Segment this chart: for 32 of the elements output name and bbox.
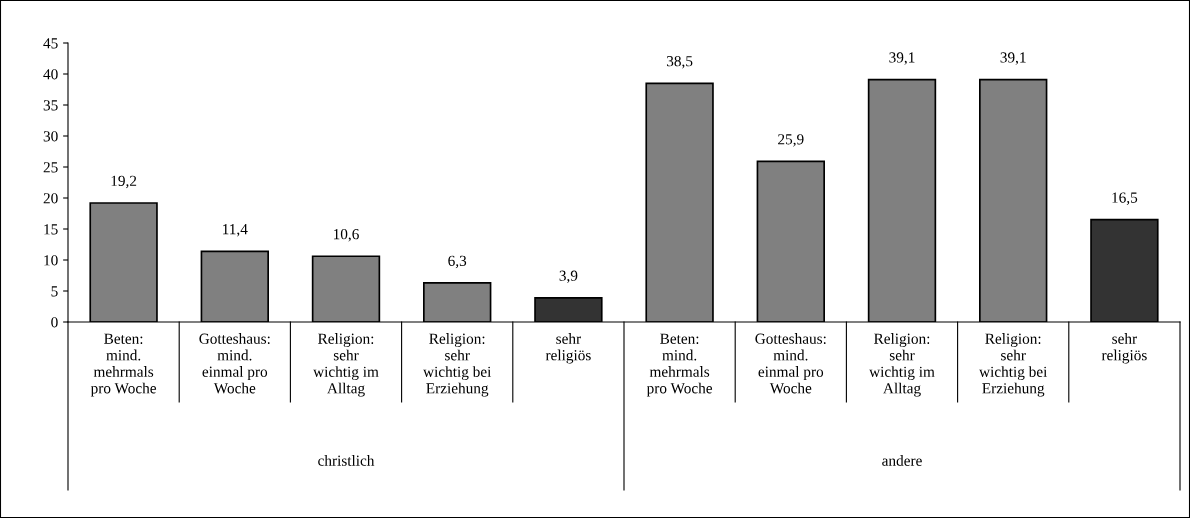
data-label: 10,6: [333, 228, 359, 242]
x-tick-label: Religion: sehr wichtig bei Erziehung: [423, 333, 492, 397]
y-tick-label: 30: [43, 131, 58, 142]
y-tick-label: 45: [43, 38, 58, 49]
x-tick-label: Religion: sehr wichtig im Alltag: [869, 333, 935, 397]
y-tick-label: 0: [51, 317, 58, 328]
y-tick-label: 5: [51, 286, 58, 297]
y-tick-label: 20: [43, 193, 58, 204]
y-tick-label: 10: [44, 255, 58, 266]
data-label: 39,1: [1000, 52, 1026, 65]
x-tick-label: Religion: sehr wichtig bei Erziehung: [979, 333, 1048, 397]
text: andere: [882, 455, 922, 466]
data-label: 16,5: [1112, 192, 1138, 205]
y-tick-label: 25: [43, 162, 58, 173]
x-tick-label: Gotteshaus: mind. einmal pro Woche: [199, 333, 270, 394]
data-label: 19,2: [111, 175, 137, 189]
x-tick-label: Religion: sehr wichtig im Alltag: [313, 333, 379, 397]
x-tick-label: sehr religiös: [545, 333, 591, 364]
data-label: 11,4: [223, 224, 248, 237]
x-tick-label: sehr religiös: [1101, 333, 1147, 364]
x-tick-label: Beten: mind. mehrmals pro Woche: [90, 333, 157, 397]
x-tick-label: Gotteshaus: mind. einmal pro Woche: [755, 333, 826, 394]
data-label: 6,3: [448, 255, 467, 269]
y-tick-label: 40: [43, 69, 58, 80]
x-tick-label: Beten: mind. mehrmals pro Woche: [646, 333, 713, 397]
y-tick-label: 35: [43, 100, 58, 111]
y-tick-label: 15: [44, 224, 58, 235]
text: christlich: [318, 455, 375, 466]
data-label: 39,1: [889, 52, 915, 65]
data-label: 3,9: [559, 270, 578, 284]
data-label: 38,5: [666, 56, 693, 69]
data-label: 25,9: [778, 134, 804, 147]
